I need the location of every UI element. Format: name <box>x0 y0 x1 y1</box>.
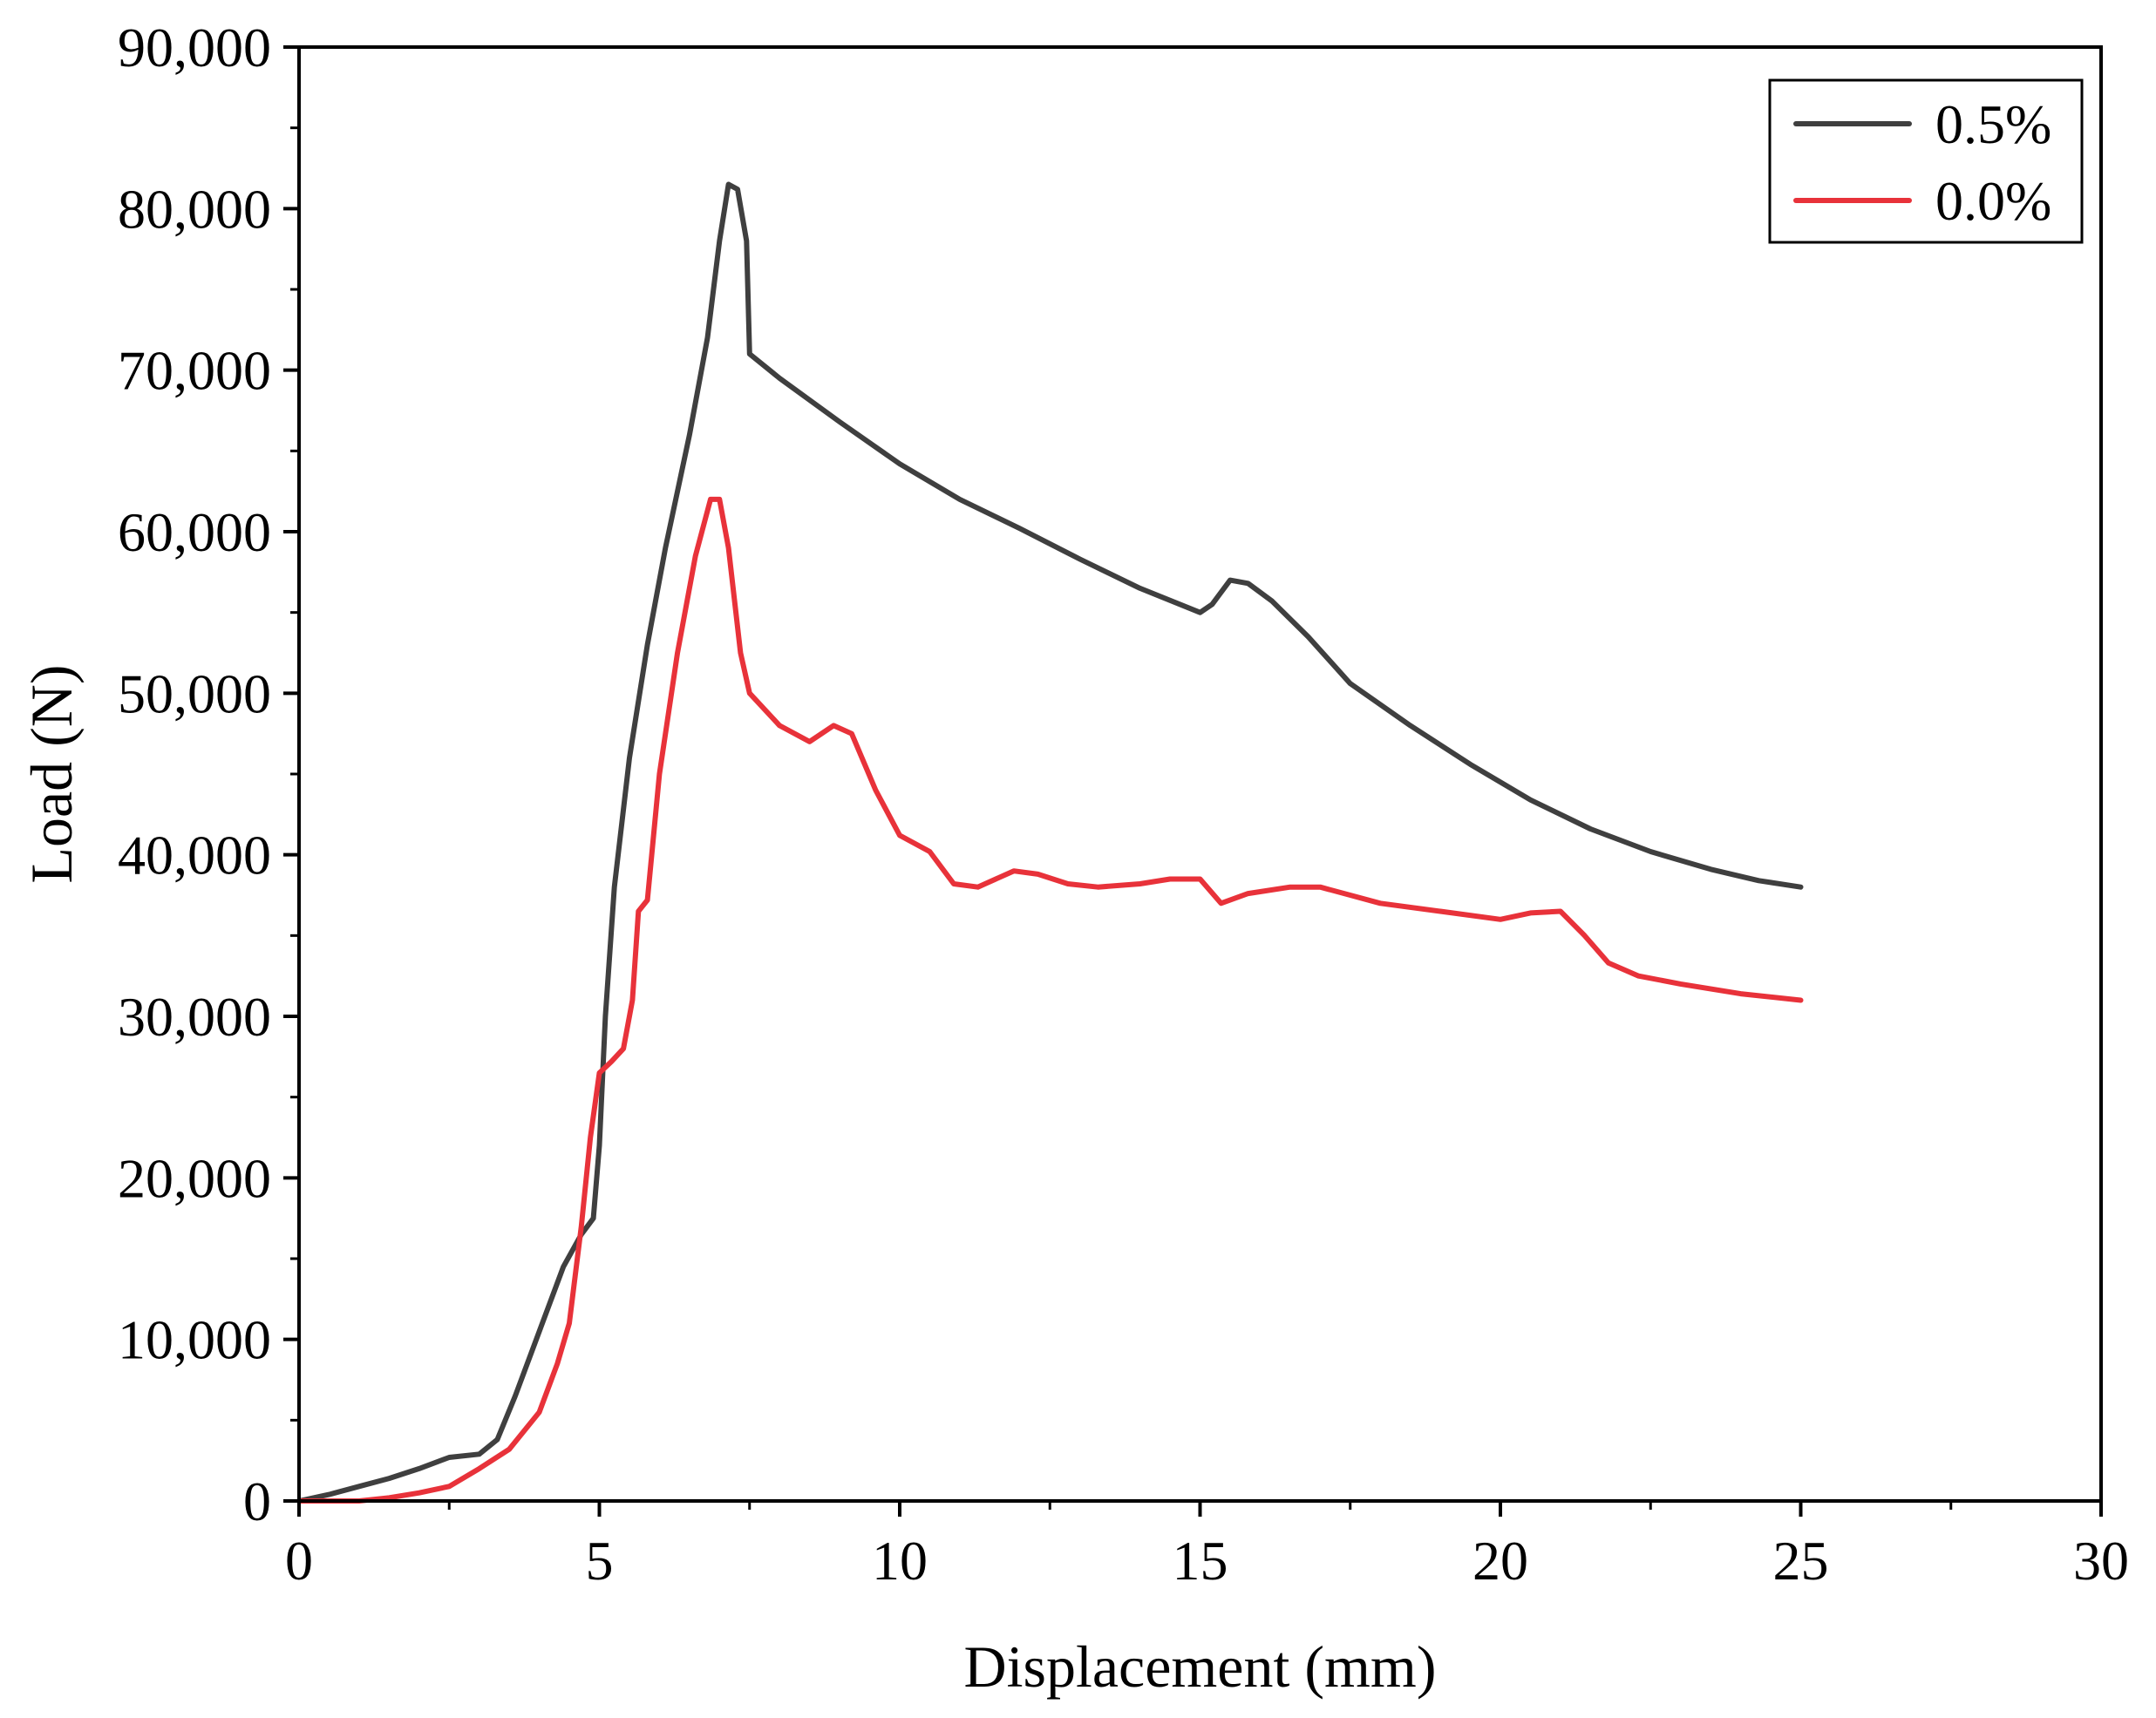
y-tick-label: 0 <box>243 1470 271 1532</box>
y-tick-label: 10,000 <box>118 1309 271 1371</box>
x-axis-title: Displacement (mm) <box>964 1633 1437 1700</box>
legend-box <box>1768 78 2084 244</box>
x-tick-label: 30 <box>2073 1530 2129 1592</box>
y-tick-label: 90,000 <box>118 17 271 78</box>
y-tick-label: 50,000 <box>118 662 271 724</box>
y-tick-label: 70,000 <box>118 340 271 402</box>
axes-layer: 0 5 10 15 20 25 30 0 10,000 20,000 30,000 40,000 50,… <box>118 17 2129 1592</box>
x-tick-label: 20 <box>1472 1530 1528 1592</box>
legend-label-1: 0.0% <box>1935 170 2051 232</box>
x-tick-label: 25 <box>1773 1530 1829 1592</box>
x-tick-label: 15 <box>1173 1530 1228 1592</box>
x-tick-label: 10 <box>872 1530 928 1592</box>
series-line-1 <box>296 496 1804 1504</box>
y-tick-label: 60,000 <box>118 501 271 563</box>
legend: 0.5% 0.0% <box>1768 78 2084 244</box>
x-tick-label: 5 <box>586 1530 614 1592</box>
x-tick-label: 0 <box>285 1530 313 1592</box>
y-tick-label: 30,000 <box>118 986 271 1048</box>
y-axis-title: Load (N) <box>18 664 85 883</box>
legend-label-0: 0.5% <box>1935 93 2051 155</box>
series-layer <box>296 181 1804 1504</box>
y-tick-label: 80,000 <box>118 178 271 240</box>
y-tick-label: 40,000 <box>118 825 271 886</box>
series-line-0 <box>296 181 1804 1504</box>
y-tick-label: 20,000 <box>118 1147 271 1209</box>
